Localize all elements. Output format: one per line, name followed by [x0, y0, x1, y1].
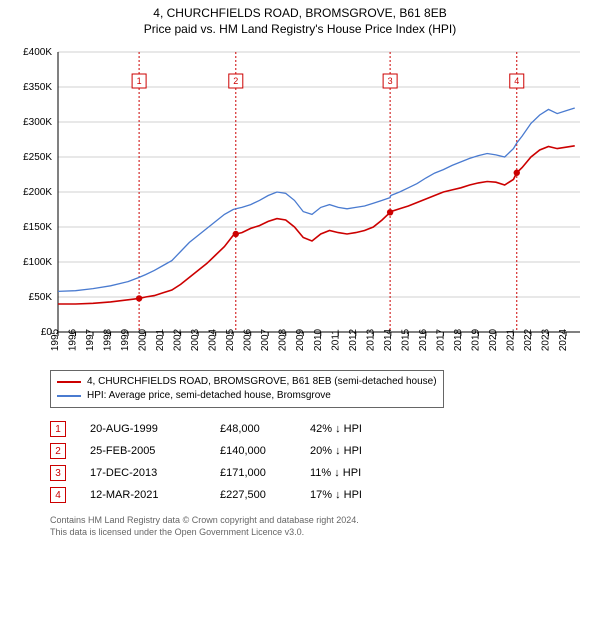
legend-label-property: 4, CHURCHFIELDS ROAD, BROMSGROVE, B61 8E…	[87, 375, 437, 389]
svg-text:1: 1	[137, 76, 142, 86]
sale-number-box: 1	[50, 421, 66, 437]
sale-diff-vs-hpi: 20% ↓ HPI	[310, 445, 420, 457]
svg-text:3: 3	[388, 76, 393, 86]
title-block: 4, CHURCHFIELDS ROAD, BROMSGROVE, B61 8E…	[0, 0, 600, 36]
sale-number-box: 3	[50, 465, 66, 481]
svg-text:£50K: £50K	[29, 292, 53, 303]
svg-text:4: 4	[514, 76, 519, 86]
svg-text:£300K: £300K	[23, 117, 52, 128]
sale-price: £171,000	[220, 467, 310, 479]
svg-text:£200K: £200K	[23, 187, 52, 198]
sale-price: £140,000	[220, 445, 310, 457]
legend-label-hpi: HPI: Average price, semi-detached house,…	[87, 389, 331, 403]
sale-price: £48,000	[220, 423, 310, 435]
chart-svg: £0£50K£100K£150K£200K£250K£300K£350K£400…	[10, 42, 590, 362]
sales-row: 1 20-AUG-1999£48,00042% ↓ HPI	[50, 418, 590, 440]
title-subtitle: Price paid vs. HM Land Registry's House …	[0, 22, 600, 36]
svg-text:£400K: £400K	[23, 47, 52, 58]
legend-swatch-property	[57, 381, 81, 383]
sales-row: 4 12-MAR-2021£227,50017% ↓ HPI	[50, 484, 590, 506]
sale-number-box: 4	[50, 487, 66, 503]
footer-line2: This data is licensed under the Open Gov…	[50, 526, 590, 538]
sales-row: 3 17-DEC-2013£171,00011% ↓ HPI	[50, 462, 590, 484]
figure-container: 4, CHURCHFIELDS ROAD, BROMSGROVE, B61 8E…	[0, 0, 600, 620]
sale-diff-vs-hpi: 17% ↓ HPI	[310, 489, 420, 501]
sale-date: 17-DEC-2013	[90, 467, 220, 479]
sale-number-box: 2	[50, 443, 66, 459]
sale-date: 12-MAR-2021	[90, 489, 220, 501]
sales-table: 1 20-AUG-1999£48,00042% ↓ HPI 2 25-FEB-2005…	[50, 418, 590, 506]
svg-text:2: 2	[233, 76, 238, 86]
svg-text:£250K: £250K	[23, 152, 52, 163]
legend-swatch-hpi	[57, 395, 81, 397]
svg-text:£150K: £150K	[23, 222, 52, 233]
footer: Contains HM Land Registry data © Crown c…	[50, 514, 590, 538]
legend: 4, CHURCHFIELDS ROAD, BROMSGROVE, B61 8E…	[50, 370, 444, 408]
legend-row: HPI: Average price, semi-detached house,…	[57, 389, 437, 403]
chart: £0£50K£100K£150K£200K£250K£300K£350K£400…	[10, 42, 590, 362]
sales-row: 2 25-FEB-2005£140,00020% ↓ HPI	[50, 440, 590, 462]
svg-text:£350K: £350K	[23, 82, 52, 93]
sale-price: £227,500	[220, 489, 310, 501]
sale-diff-vs-hpi: 11% ↓ HPI	[310, 467, 420, 479]
footer-line1: Contains HM Land Registry data © Crown c…	[50, 514, 590, 526]
sale-date: 25-FEB-2005	[90, 445, 220, 457]
sale-diff-vs-hpi: 42% ↓ HPI	[310, 423, 420, 435]
sale-date: 20-AUG-1999	[90, 423, 220, 435]
title-address: 4, CHURCHFIELDS ROAD, BROMSGROVE, B61 8E…	[0, 6, 600, 20]
legend-row: 4, CHURCHFIELDS ROAD, BROMSGROVE, B61 8E…	[57, 375, 437, 389]
svg-text:£100K: £100K	[23, 257, 52, 268]
